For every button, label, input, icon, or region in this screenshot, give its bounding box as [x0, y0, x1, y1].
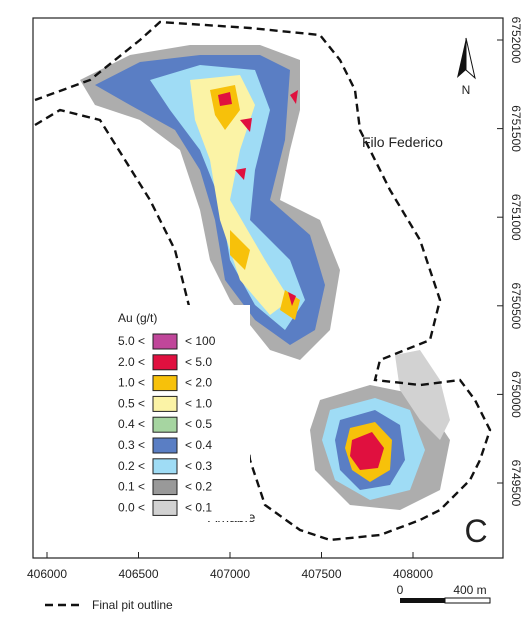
legend-high: < 2.0 [185, 376, 212, 390]
legend-box [110, 305, 250, 521]
legend-high: < 0.5 [185, 417, 212, 431]
x-tick-label: 406000 [27, 567, 67, 581]
north-label: N [462, 83, 471, 97]
area-label: Filo Federico [362, 134, 443, 150]
legend-high: < 100 [185, 334, 216, 348]
y-tick-label: 6751000 [509, 194, 523, 241]
legend-high: < 0.4 [185, 438, 212, 452]
ore-body [80, 45, 450, 510]
legend-swatch [152, 479, 178, 496]
legend-swatch [152, 395, 178, 412]
legend-low: 0.1 < [118, 480, 145, 494]
y-tick-label: 6750500 [509, 282, 523, 329]
x-tick-label: 406500 [118, 567, 158, 581]
panel-box [456, 510, 496, 550]
panel-label: C [464, 513, 487, 549]
legend-low: 1.0 < [118, 376, 145, 390]
legend-low: 0.2 < [118, 459, 145, 473]
y-tick-label: 6750000 [509, 371, 523, 418]
legend-low: 5.0 < [118, 334, 145, 348]
pit-label: Final pit outline [92, 598, 173, 612]
x-tick-label: 407000 [210, 567, 250, 581]
legend-low: 0.0 < [118, 500, 145, 514]
legend-swatch [152, 354, 178, 371]
x-tick-label: 408000 [393, 567, 433, 581]
legend-high: < 0.2 [185, 480, 212, 494]
y-tick-label: 6752000 [509, 17, 523, 64]
legend-swatch [152, 458, 178, 475]
legend-high: < 1.0 [185, 396, 212, 410]
legend-swatch [152, 499, 178, 516]
legend-swatch [152, 437, 178, 454]
legend-high: < 0.1 [185, 500, 212, 514]
legend-low: 2.0 < [118, 355, 145, 369]
scale-label: 0 [397, 583, 404, 597]
legend-low: 0.4 < [118, 417, 145, 431]
scale-label: 400 m [453, 583, 486, 597]
x-tick-label: 407500 [301, 567, 341, 581]
legend-swatch [152, 375, 178, 392]
north-arrow [457, 37, 476, 80]
scale-bar [400, 597, 491, 604]
legend-swatch [152, 416, 178, 433]
legend-high: < 5.0 [185, 355, 212, 369]
legend-low: 0.3 < [118, 438, 145, 452]
legend-title: Au (g/t) [118, 311, 157, 325]
legend-high: < 0.3 [185, 459, 212, 473]
y-tick-label: 6749500 [509, 460, 523, 507]
legend-swatch [152, 333, 178, 350]
legend-low: 0.5 < [118, 396, 145, 410]
y-tick-label: 6751500 [509, 105, 523, 152]
